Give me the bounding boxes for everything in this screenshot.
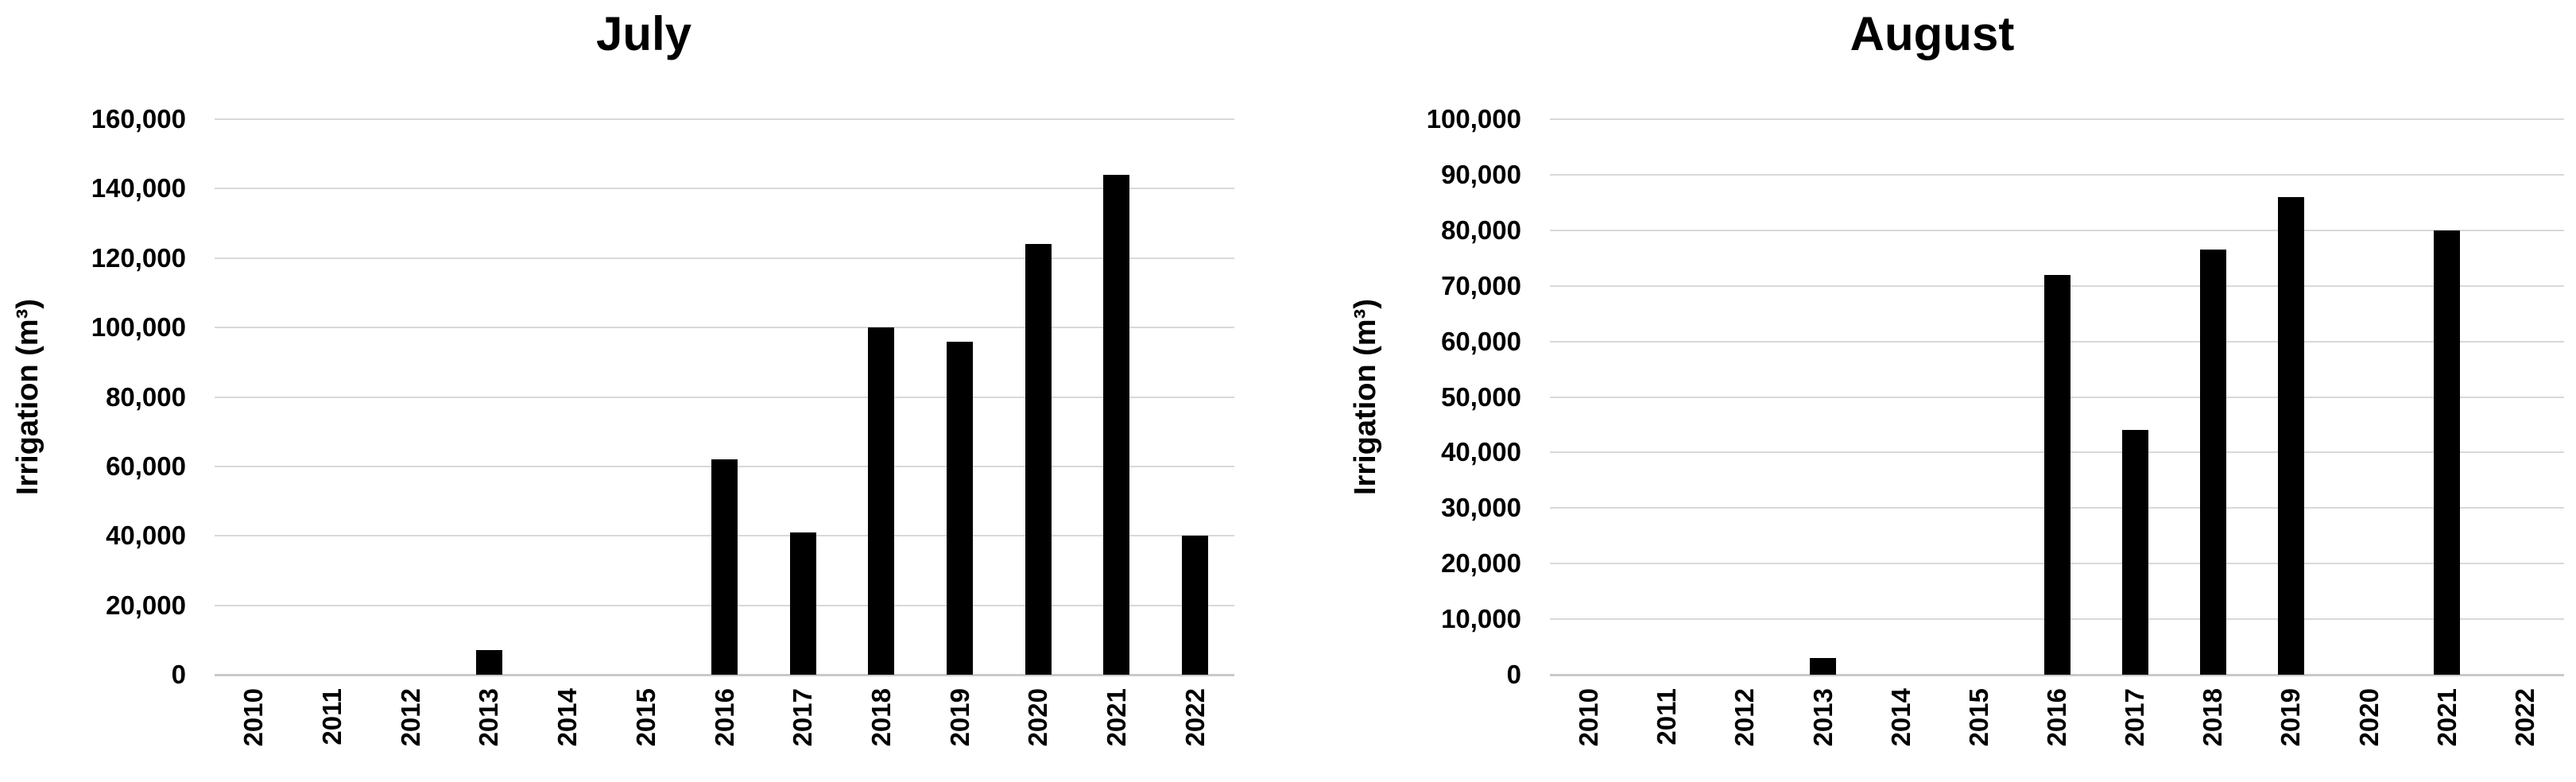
x-tick-label: 2012 xyxy=(395,688,425,747)
july-chart: July Irrigation (m³) 0 20,000 40,000 60,000… xyxy=(11,7,1234,747)
x-tick-label: 2021 xyxy=(1101,688,1131,747)
y-tick-label: 10,000 xyxy=(1441,604,1521,634)
x-tick-label: 2016 xyxy=(2042,688,2071,747)
bar-2017 xyxy=(789,532,816,675)
y-tick-label: 120,000 xyxy=(91,242,186,273)
x-tick-label: 2014 xyxy=(1885,688,1916,747)
y-tick-label: 100,000 xyxy=(91,312,186,343)
x-tick-label: 2015 xyxy=(630,688,660,747)
august-chart: August Irrigation (m³) 0 10,000 20,000 30,0… xyxy=(1288,0,2576,782)
x-tick-label: 2014 xyxy=(552,688,583,747)
gridline xyxy=(1550,173,2564,176)
x-tick-label: 2010 xyxy=(1574,688,1604,747)
plot-area: 0 20,000 40,000 60,000 80,000 100,000 120,000 1… xyxy=(91,104,1234,747)
y-tick-label: 40,000 xyxy=(1441,437,1521,467)
x-tick-label: 2017 xyxy=(788,688,818,747)
y-tick-label: 60,000 xyxy=(106,451,186,481)
y-tick-label: 30,000 xyxy=(1441,493,1521,523)
x-tick-label: 2018 xyxy=(866,688,896,747)
y-tick-label: 40,000 xyxy=(106,521,186,551)
y-tick-label: 80,000 xyxy=(106,381,186,412)
x-tick-label: 2016 xyxy=(709,688,739,747)
y-tick-label: 100,000 xyxy=(1426,104,1521,134)
bar-2019 xyxy=(947,341,974,675)
gridline xyxy=(215,327,1234,329)
x-tick-label: 2019 xyxy=(944,688,974,747)
y-tick-label: 50,000 xyxy=(1441,381,1521,412)
x-tick-label: 2015 xyxy=(1963,688,1993,747)
y-tick-label: 20,000 xyxy=(1441,548,1521,579)
bar-2021 xyxy=(1103,174,1130,675)
x-tick-label: 2018 xyxy=(2198,688,2228,747)
y-tick-label: 0 xyxy=(1506,660,1521,689)
gridline xyxy=(1550,229,2564,231)
x-tick-label: 2013 xyxy=(1807,688,1838,747)
bar-2016 xyxy=(711,459,738,675)
gridline xyxy=(215,188,1234,190)
y-tick-label: 70,000 xyxy=(1441,270,1521,300)
y-tick-label: 90,000 xyxy=(1441,159,1521,189)
bar-2016 xyxy=(2043,274,2070,675)
bar-2021 xyxy=(2434,230,2461,675)
y-tick-label: 160,000 xyxy=(91,104,186,134)
chart-title: July xyxy=(595,7,692,60)
x-tick-label: 2012 xyxy=(1730,688,1760,747)
plot-area: 0 10,000 20,000 30,000 40,000 50,000 60,000 70,… xyxy=(1288,0,2576,782)
x-tick-label: 2022 xyxy=(1180,688,1210,747)
x-tick-label: 2021 xyxy=(2431,688,2462,747)
x-tick-label: 2013 xyxy=(474,688,504,747)
y-tick-label: 80,000 xyxy=(1441,215,1521,245)
bar-2019 xyxy=(2277,196,2304,675)
bar-2022 xyxy=(1182,536,1209,675)
gridline xyxy=(215,118,1234,120)
y-tick-label: 140,000 xyxy=(91,173,186,203)
y-tick-label: 60,000 xyxy=(1441,326,1521,356)
chart-title: August xyxy=(1850,7,2015,60)
x-tick-label: 2020 xyxy=(2353,688,2384,747)
x-axis-line xyxy=(1550,674,2564,676)
x-tick-label: 2019 xyxy=(2276,688,2306,747)
x-tick-label: 2010 xyxy=(238,688,269,747)
gridline xyxy=(215,257,1234,259)
x-tick-label: 2011 xyxy=(317,688,347,745)
y-tick-label: 20,000 xyxy=(106,590,186,620)
x-tick-label: 2022 xyxy=(2509,688,2539,747)
bar-2018 xyxy=(868,327,895,675)
x-tick-label: 2020 xyxy=(1023,688,1053,747)
x-tick-label: 2011 xyxy=(1652,688,1682,745)
x-tick-label: 2017 xyxy=(2120,688,2150,747)
bar-2020 xyxy=(1025,244,1052,675)
bar-2013 xyxy=(1810,658,1837,675)
bar-2013 xyxy=(475,650,502,675)
gridline xyxy=(215,396,1234,398)
gridline xyxy=(1550,118,2564,120)
y-tick-label: 0 xyxy=(171,660,186,689)
bar-2017 xyxy=(2121,430,2148,675)
bar-2018 xyxy=(2199,250,2226,675)
x-axis-line xyxy=(215,674,1234,676)
